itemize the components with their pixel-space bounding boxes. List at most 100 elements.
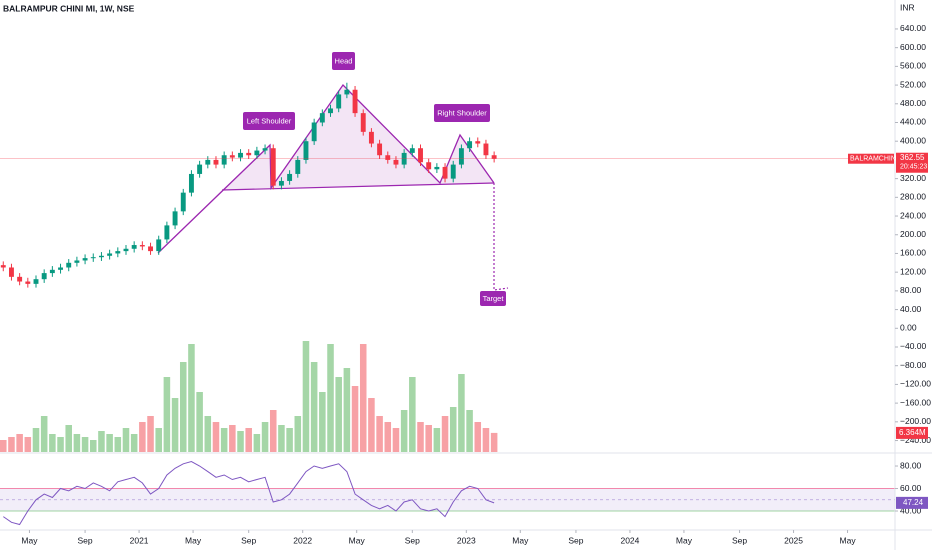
volume-bar <box>368 398 375 452</box>
x-tick-label: 2023 <box>457 535 476 545</box>
x-tick-label: May <box>349 535 366 545</box>
volume-bar <box>57 437 64 452</box>
volume-bar <box>392 428 400 452</box>
rsi-tick-label: 60.00 <box>900 483 922 493</box>
candle-body <box>33 279 39 284</box>
volume-bar <box>286 428 293 452</box>
candle-body <box>131 245 137 249</box>
y-tick-label: 200.00 <box>900 229 926 239</box>
x-tick-label: Sep <box>78 535 93 545</box>
candle-body <box>319 113 325 123</box>
y-tick-label: 240.00 <box>900 210 926 220</box>
volume-bar <box>376 416 383 452</box>
pattern-line <box>157 83 495 254</box>
candle-body <box>385 155 391 160</box>
volume-tag: 6.364M <box>899 428 926 437</box>
volume-bar <box>179 362 187 452</box>
volume-bar <box>351 386 359 452</box>
candle-body <box>229 155 235 158</box>
x-tick-label: May <box>840 535 857 545</box>
volume-bar <box>130 434 138 452</box>
annotation-box <box>243 112 295 130</box>
countdown: 20:45:23 <box>900 164 927 171</box>
rsi-tag-box <box>896 496 928 509</box>
annotation: Left Shoulder <box>247 116 292 125</box>
y-tick-label: 480.00 <box>900 98 926 108</box>
volume-bar <box>294 416 302 452</box>
y-tick-label: 80.00 <box>900 285 922 295</box>
candle-body <box>25 281 31 284</box>
x-tick-label: 2022 <box>293 535 312 545</box>
x-tick-label: Sep <box>732 535 747 545</box>
y-tick-label: 400.00 <box>900 135 926 145</box>
plot <box>0 82 895 526</box>
candle-body <box>344 89 350 95</box>
candle-body <box>377 143 383 156</box>
chart-title: BALRAMPUR CHINI MI, 1W, NSE <box>3 3 135 13</box>
target-line <box>493 183 509 291</box>
volume-bar <box>24 437 32 452</box>
volume-bar <box>400 410 408 452</box>
candle-body <box>164 225 170 240</box>
volume-bar <box>98 431 105 452</box>
candle-body <box>246 152 252 156</box>
volume-bar <box>319 392 326 452</box>
volume-bar <box>171 398 179 452</box>
candle-body <box>352 89 358 114</box>
x-tick-label: 2021 <box>130 535 149 545</box>
candle-body <box>450 164 456 179</box>
symbol-tag-box <box>848 153 894 164</box>
candle-body <box>90 257 96 259</box>
y-tick-label: −200.00 <box>900 416 931 426</box>
volume-bar <box>155 428 162 452</box>
volume-bar <box>253 434 261 452</box>
currency: INR <box>900 2 915 12</box>
y-tick-label: 600.00 <box>900 42 926 52</box>
y-tick-label: 640.00 <box>900 23 926 33</box>
x-tick-label: Sep <box>568 535 583 545</box>
volume-bar <box>237 431 244 452</box>
rsi-line <box>3 460 495 526</box>
candle-body <box>156 239 162 252</box>
volume-bar <box>49 434 56 452</box>
volume-bar <box>89 440 97 452</box>
volume-bar <box>466 410 473 452</box>
candle-body <box>221 155 227 165</box>
x-tick-label: May <box>676 535 693 545</box>
x-tick-label: 2024 <box>620 535 639 545</box>
y-tick-label: 560.00 <box>900 61 926 71</box>
volume-bar <box>81 437 89 452</box>
volume-bar <box>343 368 351 452</box>
volume-bar <box>73 434 81 452</box>
candle-body <box>426 162 432 170</box>
candle-body <box>98 255 104 258</box>
candle-body <box>303 141 309 160</box>
candle-body <box>66 262 72 268</box>
volume-bar <box>8 437 15 452</box>
volume-bar <box>269 410 277 452</box>
neckline <box>221 182 495 191</box>
rsi-tag: 47.24 <box>903 498 924 507</box>
candle-body <box>197 164 203 174</box>
volume-bar <box>409 377 416 452</box>
candle-body <box>188 173 194 193</box>
annotation: Target <box>483 294 505 303</box>
volume-bar <box>441 416 449 452</box>
candle-body <box>123 248 129 252</box>
y-tick-label: 320.00 <box>900 173 926 183</box>
rsi-tick-label: 40.00 <box>900 505 922 515</box>
candle-body <box>442 166 448 179</box>
candle-body <box>458 148 464 165</box>
volume-bar <box>106 434 113 452</box>
candle-body <box>336 94 342 109</box>
candle-body <box>360 113 366 132</box>
volume-bar <box>212 422 220 452</box>
candle-body <box>41 273 47 280</box>
candle-body <box>74 260 80 263</box>
volume-bar <box>278 425 285 452</box>
candle-body <box>295 159 301 174</box>
candle-body <box>418 148 423 163</box>
annotation-box <box>480 291 506 306</box>
